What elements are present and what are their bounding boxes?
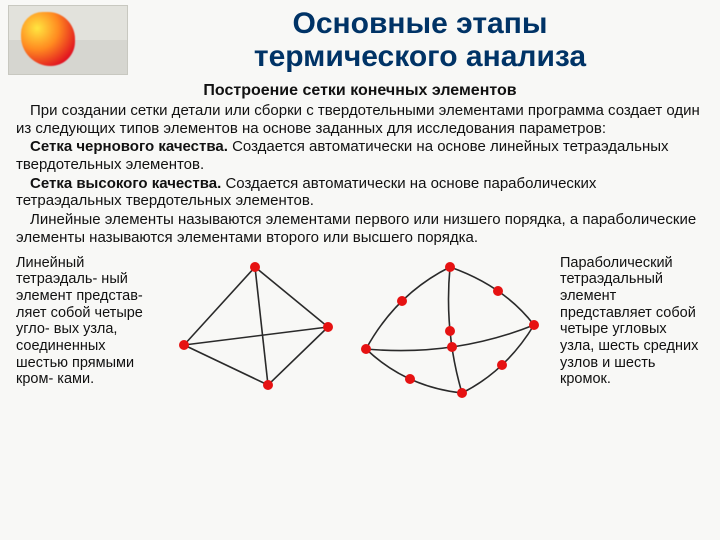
diagram-row: Линейный тетраэдаль- ный элемент предста… [16, 255, 704, 405]
title-line-2: термического анализа [136, 40, 704, 73]
para-rough: Сетка чернового качества. Создается авто… [16, 138, 704, 173]
linear-tetra-diagram [170, 255, 340, 405]
title-block: Основные этапы термического анализа [128, 7, 712, 73]
parabolic-tetra-diagram [350, 255, 550, 405]
parabolic-caption: Параболический тетраэдальный элемент пре… [560, 255, 704, 388]
high-label: Сетка высокого качества. [30, 175, 221, 192]
linear-caption: Линейный тетраэдаль- ный элемент предста… [16, 255, 160, 388]
logo-image [8, 5, 128, 75]
rough-label: Сетка чернового качества. [30, 138, 228, 155]
para-intro: При создании сетки детали или сборки с т… [16, 102, 704, 137]
header-bar: Основные этапы термического анализа [0, 0, 720, 78]
para-order: Линейные элементы называются элементами … [16, 211, 704, 246]
subtitle: Построение сетки конечных элементов [16, 82, 704, 100]
para-high: Сетка высокого качества. Создается автом… [16, 175, 704, 210]
title-line-1: Основные этапы [136, 7, 704, 40]
content-area: Построение сетки конечных элементов При … [0, 78, 720, 405]
